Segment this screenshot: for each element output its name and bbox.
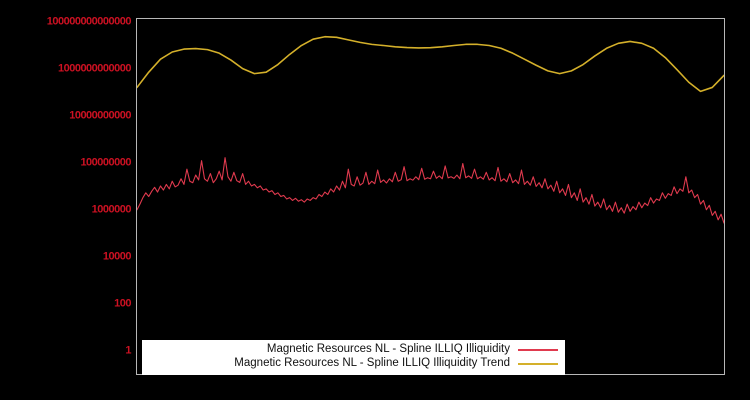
legend-label-illiquidity: Magnetic Resources NL - Spline ILLIQ Ill… [266, 343, 510, 356]
legend-label-trend: Magnetic Resources NL - Spline ILLIQ Ill… [234, 357, 510, 370]
legend-swatch-illiquidity [518, 349, 558, 351]
plot-area [136, 18, 725, 375]
trend-line-series [137, 35, 724, 93]
series-canvas [137, 35, 724, 224]
illiquidity-line-series [137, 157, 724, 224]
y-tick-label: 100000000000000 [46, 15, 132, 28]
legend-entry-illiquidity: Magnetic Resources NL - Spline ILLIQ Ill… [143, 343, 564, 357]
y-tick-label: 10000000000 [69, 109, 131, 122]
y-tick-label: 1000000000000 [57, 62, 132, 75]
y-tick-label: 100 [114, 297, 131, 310]
y-tick-label: 1000000 [91, 203, 132, 216]
y-tick-label: 10000 [102, 250, 132, 263]
y-axis-tick-labels: 100000000000000 1000000000000 1000000000… [0, 0, 132, 400]
chart-legend: Magnetic Resources NL - Spline ILLIQ Ill… [142, 340, 565, 375]
legend-entry-trend: Magnetic Resources NL - Spline ILLIQ Ill… [143, 357, 564, 371]
y-tick-label: 100000000 [80, 156, 131, 169]
y-tick-label: 1 [125, 344, 131, 357]
legend-swatch-trend [518, 363, 558, 365]
